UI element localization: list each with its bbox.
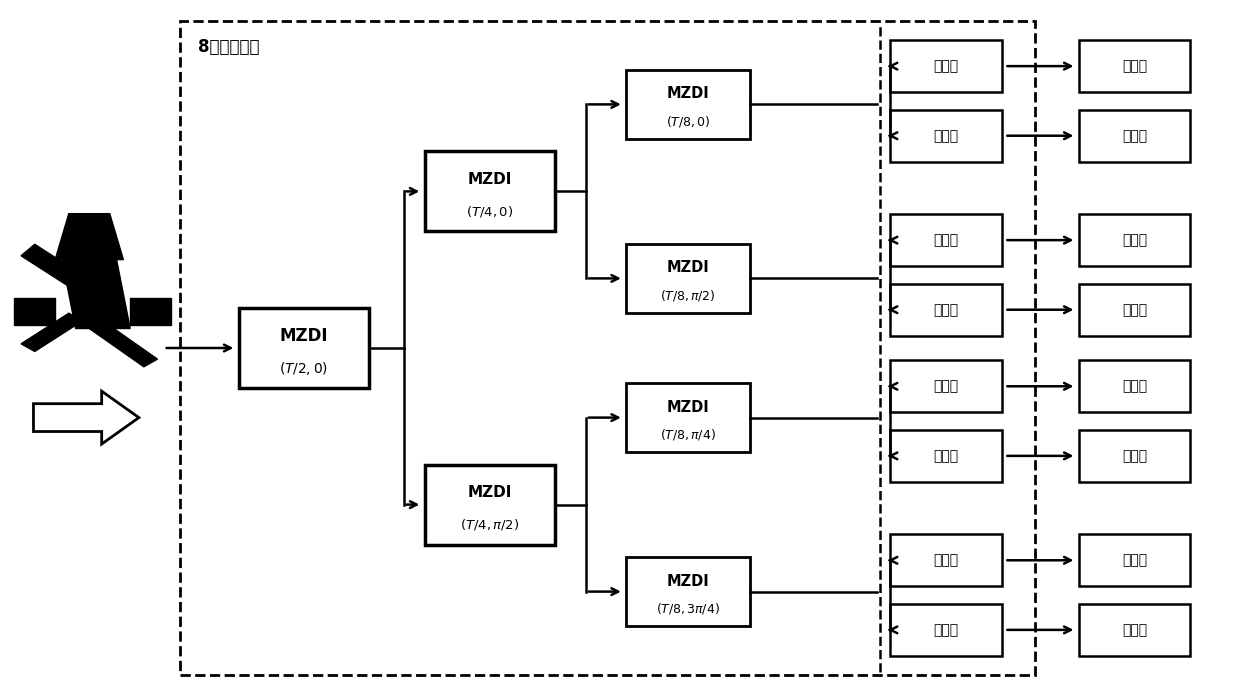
Text: 检测门: 检测门 [934, 623, 959, 637]
Polygon shape [130, 298, 171, 324]
Text: $(T/8,π/4)$: $(T/8,π/4)$ [660, 427, 717, 443]
Text: 光脉冲: 光脉冲 [1122, 449, 1147, 463]
Text: 光脉冲: 光脉冲 [1122, 379, 1147, 393]
Bar [890, 429, 1002, 482]
Text: $(T/8,0)$: $(T/8,0)$ [666, 114, 711, 129]
Bar [1079, 535, 1190, 586]
Bar [1079, 429, 1190, 482]
Text: 检测门: 检测门 [934, 449, 959, 463]
Text: MZDI: MZDI [467, 485, 512, 500]
Text: MZDI: MZDI [667, 86, 709, 102]
Text: 检测门: 检测门 [934, 59, 959, 73]
Bar [890, 361, 1002, 412]
Bar [890, 40, 1002, 92]
Bar [626, 557, 750, 626]
Polygon shape [89, 321, 157, 367]
Bar [890, 535, 1002, 586]
Text: MZDI: MZDI [667, 260, 709, 276]
Bar [1079, 109, 1190, 161]
Text: 光脉冲: 光脉冲 [1122, 623, 1147, 637]
Bar [180, 21, 1035, 675]
Text: 光脉冲: 光脉冲 [1122, 59, 1147, 73]
Text: $(T/4,0)$: $(T/4,0)$ [466, 204, 513, 219]
Text: MZDI: MZDI [667, 574, 709, 589]
Text: $(T/8,π/2)$: $(T/8,π/2)$ [661, 288, 715, 303]
Text: 光脉冲: 光脉冲 [1122, 233, 1147, 247]
Bar [1079, 361, 1190, 412]
Text: MZDI: MZDI [467, 172, 512, 187]
Bar [626, 383, 750, 452]
Bar [890, 284, 1002, 335]
Bar [1079, 40, 1190, 92]
Text: MZDI: MZDI [279, 327, 329, 345]
Bar [1079, 284, 1190, 335]
Polygon shape [55, 214, 124, 260]
Text: $(T/8,3π/4)$: $(T/8,3π/4)$ [656, 601, 720, 617]
Text: 光脉冲: 光脉冲 [1122, 553, 1147, 567]
Text: $(T/2,0)$: $(T/2,0)$ [279, 360, 329, 377]
Text: 8路光分复用: 8路光分复用 [198, 38, 260, 56]
Bar [1079, 603, 1190, 656]
Text: MZDI: MZDI [667, 400, 709, 415]
Bar [238, 308, 370, 388]
Text: 检测门: 检测门 [934, 129, 959, 143]
Polygon shape [33, 391, 139, 444]
Bar [424, 465, 556, 544]
Bar [890, 603, 1002, 656]
Text: 检测门: 检测门 [934, 379, 959, 393]
Polygon shape [14, 298, 55, 324]
Text: 光脉冲: 光脉冲 [1122, 303, 1147, 317]
Text: 检测门: 检测门 [934, 553, 959, 567]
Bar [424, 152, 556, 231]
Text: 光脉冲: 光脉冲 [1122, 129, 1147, 143]
Bar [626, 70, 750, 139]
Bar [890, 109, 1002, 161]
Text: $(T/4,π/2)$: $(T/4,π/2)$ [460, 517, 520, 532]
Bar [626, 244, 750, 313]
Bar [890, 214, 1002, 266]
Text: 检测门: 检测门 [934, 303, 959, 317]
Bar [1079, 214, 1190, 266]
Polygon shape [21, 244, 82, 287]
Text: 检测门: 检测门 [934, 233, 959, 247]
Polygon shape [21, 313, 82, 351]
Polygon shape [62, 260, 130, 329]
